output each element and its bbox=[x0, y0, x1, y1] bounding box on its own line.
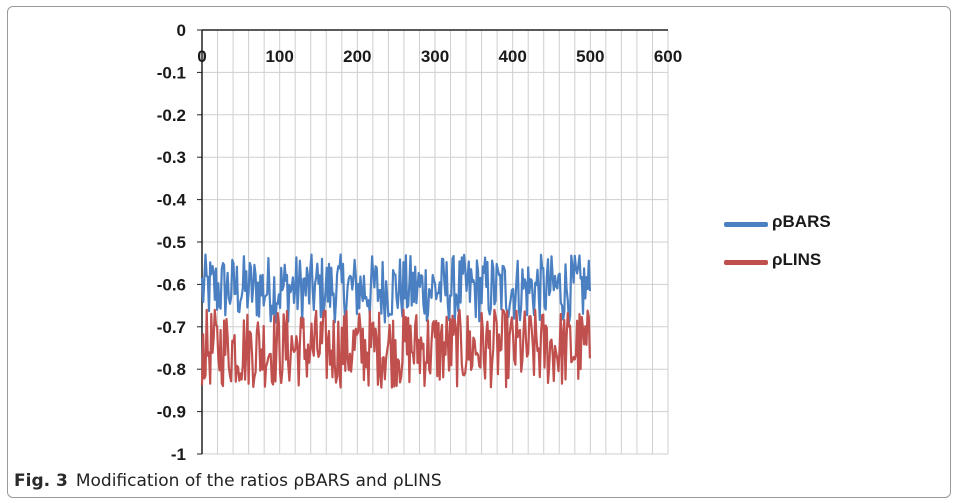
grid-lines bbox=[202, 30, 669, 455]
y-tick-label: -0.8 bbox=[157, 360, 186, 379]
x-tick-label: 200 bbox=[343, 47, 371, 66]
y-tick-label: 0 bbox=[177, 21, 186, 40]
y-tick-label: -0.4 bbox=[157, 191, 187, 210]
legend-label-lins: ρLINS bbox=[772, 250, 822, 269]
x-tick-label: 500 bbox=[576, 47, 604, 66]
y-tick-label: -0.5 bbox=[157, 233, 186, 252]
y-tick-label: -1 bbox=[171, 445, 186, 464]
y-tick-label: -0.2 bbox=[157, 106, 186, 125]
x-tick-label: 0 bbox=[197, 47, 206, 66]
figure-caption: Fig. 3 Modification of the ratios ρBARS a… bbox=[14, 471, 442, 491]
series-line-bars bbox=[200, 253, 591, 324]
y-tick-label: -0.1 bbox=[157, 63, 186, 82]
series-line-lins bbox=[200, 308, 591, 389]
figure-frame bbox=[7, 6, 951, 498]
legend-label-bars: ρBARS bbox=[772, 212, 831, 231]
series-lines bbox=[200, 253, 591, 389]
y-tick-label: -0.9 bbox=[157, 403, 186, 422]
x-tick-label: 300 bbox=[421, 47, 449, 66]
line-chart: 0 100 200 300 400 500 600 0 -0.1 -0.2 -0.3 -0.4 -0.5… bbox=[157, 21, 682, 464]
caption-figure-label: Fig. 3 bbox=[14, 471, 68, 491]
tick-labels: 0 100 200 300 400 500 600 0 -0.1 -0.2 -0.3 -0.4 -0.5… bbox=[157, 21, 682, 464]
x-tick-label: 100 bbox=[265, 47, 293, 66]
y-tick-label: -0.7 bbox=[157, 318, 186, 337]
legend-swatch-bars bbox=[724, 222, 768, 227]
y-tick-label: -0.6 bbox=[157, 275, 186, 294]
x-tick-label: 600 bbox=[654, 47, 682, 66]
caption-text: Modification of the ratios ρBARS and ρLI… bbox=[75, 471, 442, 491]
y-tick-label: -0.3 bbox=[157, 148, 186, 167]
x-tick-label: 400 bbox=[498, 47, 526, 66]
legend-swatch-lins bbox=[724, 260, 768, 265]
